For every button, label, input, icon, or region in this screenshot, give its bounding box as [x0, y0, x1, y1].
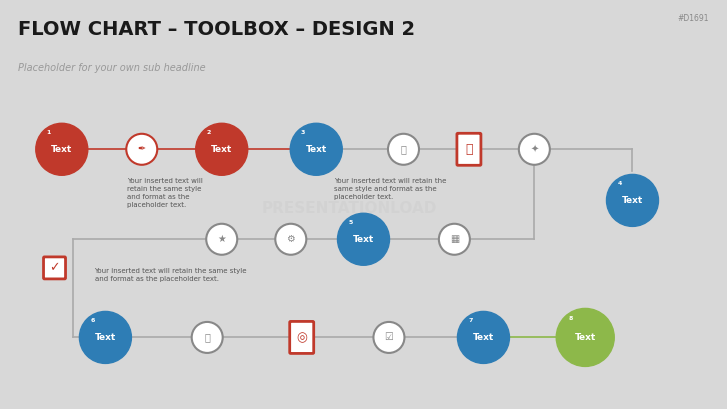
Text: Text: Text	[51, 145, 73, 154]
Text: Text: Text	[622, 196, 643, 205]
Text: ⚙: ⚙	[286, 234, 295, 244]
Text: Text: Text	[353, 235, 374, 244]
Circle shape	[439, 224, 470, 255]
Text: ✒: ✒	[137, 144, 146, 154]
Text: Your inserted text will retain the
same style and format as the
placeholder text: Your inserted text will retain the same …	[334, 178, 447, 200]
Text: 1: 1	[47, 130, 51, 135]
Circle shape	[556, 308, 614, 366]
Text: 2: 2	[206, 130, 211, 135]
Text: ⓘ: ⓘ	[401, 144, 406, 154]
Text: 6: 6	[90, 318, 95, 323]
Text: ◎: ◎	[297, 331, 307, 344]
Circle shape	[126, 134, 157, 165]
FancyBboxPatch shape	[44, 257, 65, 279]
Text: ✓: ✓	[49, 261, 60, 274]
Text: ☑: ☑	[385, 333, 393, 342]
Circle shape	[206, 224, 237, 255]
Text: Text: Text	[473, 333, 494, 342]
Text: ⧖: ⧖	[465, 143, 473, 156]
Text: 👤: 👤	[204, 333, 210, 342]
Text: #D1691: #D1691	[678, 14, 709, 23]
Circle shape	[388, 134, 419, 165]
Circle shape	[192, 322, 222, 353]
Circle shape	[196, 123, 248, 175]
Text: 5: 5	[348, 220, 353, 225]
Circle shape	[290, 123, 342, 175]
Text: Text: Text	[95, 333, 116, 342]
Text: ★: ★	[217, 234, 226, 244]
Text: ▦: ▦	[450, 234, 459, 244]
FancyBboxPatch shape	[457, 133, 481, 165]
Circle shape	[457, 311, 510, 364]
Circle shape	[374, 322, 404, 353]
Text: Your inserted text will
retain the same style
and format as the
placeholder text: Your inserted text will retain the same …	[127, 178, 203, 208]
Text: PRESENTATIONLOAD: PRESENTATIONLOAD	[261, 201, 437, 216]
Text: Placeholder for your own sub headline: Placeholder for your own sub headline	[18, 63, 206, 73]
Text: Text: Text	[574, 333, 596, 342]
Text: 7: 7	[468, 318, 473, 323]
Text: Text: Text	[305, 145, 327, 154]
Text: Your inserted text will retain the same style
and format as the placeholder text: Your inserted text will retain the same …	[95, 268, 247, 282]
Circle shape	[36, 123, 88, 175]
Circle shape	[337, 213, 390, 265]
FancyBboxPatch shape	[289, 321, 314, 353]
Text: FLOW CHART – TOOLBOX – DESIGN 2: FLOW CHART – TOOLBOX – DESIGN 2	[18, 20, 415, 39]
Circle shape	[606, 174, 659, 227]
Text: ✦: ✦	[530, 144, 539, 154]
Circle shape	[519, 134, 550, 165]
Circle shape	[79, 311, 132, 364]
Circle shape	[276, 224, 306, 255]
Text: 4: 4	[617, 181, 622, 186]
Text: 3: 3	[301, 130, 305, 135]
Text: Text: Text	[211, 145, 233, 154]
Text: 8: 8	[569, 316, 573, 321]
